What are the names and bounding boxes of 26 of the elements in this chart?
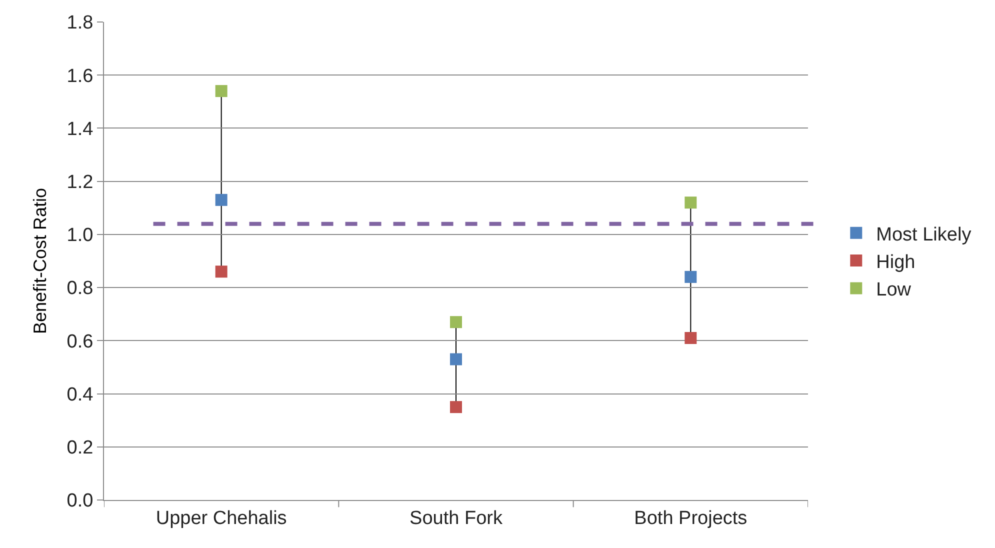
legend-label: Low (876, 280, 912, 301)
y-tick-label: 0.8 (66, 278, 94, 300)
point (450, 353, 462, 366)
point (215, 85, 228, 98)
point (684, 332, 697, 344)
y-tick-label: 0.6 (66, 331, 94, 352)
x-tick-label: South Fork (410, 508, 503, 529)
y-axis-title: Benefit-Cost Ratio (30, 188, 50, 334)
text: 1.0 (66, 225, 94, 246)
point (215, 266, 228, 278)
y-tick-label: 1.6 (66, 66, 94, 87)
legend-label: High (876, 252, 916, 273)
point (450, 401, 462, 414)
point (684, 196, 697, 209)
y-tick-label: 0.2 (66, 438, 94, 459)
y-tick-label: 1.8 (66, 12, 94, 34)
x-tick-label: Both Projects (634, 508, 748, 529)
y-tick-label: 0.4 (66, 384, 94, 406)
y-tick-label: 1.4 (66, 118, 94, 140)
y-tick-label: 1.2 (66, 172, 94, 193)
legend-label: Most Likely (876, 224, 972, 246)
point (450, 316, 462, 328)
point (215, 194, 228, 206)
point (684, 270, 697, 283)
text: 0.0 (66, 490, 94, 512)
x-tick-label: Upper Chehalis (156, 508, 287, 529)
